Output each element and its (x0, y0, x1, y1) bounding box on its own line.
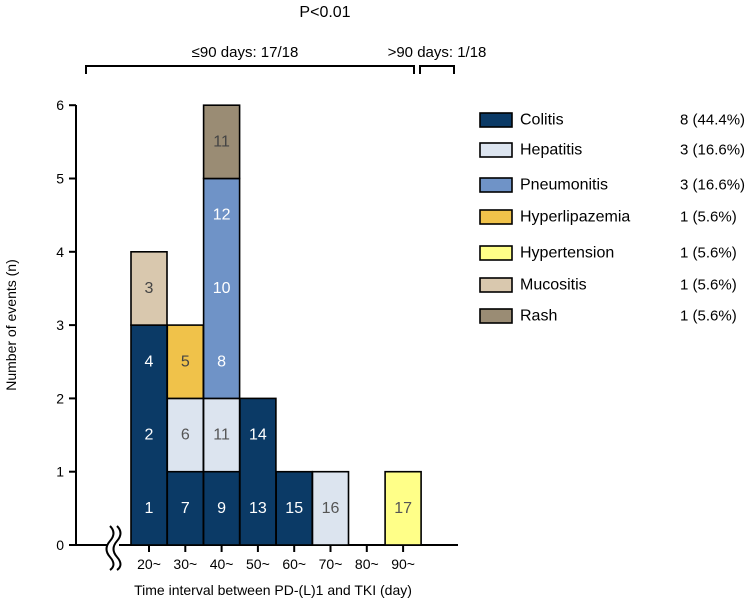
event-label: 5 (181, 353, 190, 370)
legend-swatch (479, 112, 513, 128)
bracket-le90-line (85, 65, 415, 74)
axis-break-left (105, 525, 115, 571)
legend-swatch (479, 245, 513, 261)
bar-segment (384, 470, 422, 546)
legend-count: 8 (44.4%) (680, 112, 745, 129)
x-tick-label: 30~ (173, 556, 197, 572)
bracket-gt90-label: >90 days: 1/18 (388, 44, 487, 61)
legend-swatch (479, 308, 513, 324)
legend-label: Hypertension (520, 245, 614, 262)
event-label: 9 (217, 500, 226, 517)
event-label: 6 (181, 427, 190, 444)
y-axis-label: Number of events (n) (3, 259, 19, 391)
y-tick-label: 4 (56, 244, 64, 260)
period-brackets: ≤90 days: 17/18 >90 days: 1/18 (85, 44, 487, 74)
bracket-gt90-line (419, 65, 455, 74)
x-tick-label: 20~ (137, 556, 161, 572)
event-label: 1 (145, 500, 154, 517)
x-tick-label: 40~ (210, 556, 234, 572)
legend-count: 1 (5.6%) (680, 209, 737, 226)
event-label: 12 (213, 207, 231, 224)
legend-count: 1 (5.6%) (680, 277, 737, 294)
event-label: 11 (213, 133, 230, 150)
event-label: 13 (249, 500, 267, 517)
legend-count: 1 (5.6%) (680, 308, 737, 325)
x-ticks: 20~ 30~ 40~ 50~ 60~ 70~ 80~ 90~ (137, 545, 415, 572)
event-label: 16 (322, 500, 340, 517)
bar-segment (130, 251, 168, 326)
bar-segment (202, 104, 241, 180)
legend-label: Hyperlipazemia (520, 209, 630, 226)
legend-label: Mucositis (520, 277, 587, 294)
y-tick-label: 0 (56, 537, 64, 553)
x-tick-label: 90~ (391, 556, 415, 572)
x-tick-label: 80~ (355, 556, 379, 572)
axis-break-right (112, 525, 122, 571)
bar-segment (275, 470, 314, 546)
legend-count: 3 (16.6%) (680, 142, 745, 159)
event-label: 4 (145, 353, 154, 370)
y-tick-label: 1 (56, 464, 64, 480)
chart-title: P<0.01 (299, 4, 350, 21)
legend-count: 3 (16.6%) (680, 177, 745, 194)
x-tick-label: 50~ (246, 556, 270, 572)
legend-swatch (479, 177, 513, 193)
legend-swatch (479, 209, 513, 225)
bracket-le90-label: ≤90 days: 17/18 (192, 44, 299, 61)
event-label: 3 (145, 280, 154, 297)
legend-label: Rash (520, 308, 557, 325)
legend-label: Hepatitis (520, 142, 582, 159)
event-label: 8 (217, 353, 226, 370)
y-tick-label: 5 (56, 171, 64, 187)
event-label: 10 (213, 280, 231, 297)
x-axis-label: Time interval between PD-(L)1 and TKI (d… (134, 582, 412, 598)
y-tick-label: 6 (56, 97, 64, 113)
event-label: 2 (145, 427, 154, 444)
y-tick-label: 2 (56, 390, 64, 406)
legend-swatch (479, 277, 513, 293)
x-tick-label: 70~ (319, 556, 343, 572)
legend-swatch (479, 142, 513, 158)
bar-segment (239, 397, 277, 546)
x-tick-label: 60~ (282, 556, 306, 572)
event-label: 11 (213, 427, 230, 444)
legend-count: 1 (5.6%) (680, 245, 737, 262)
legend-label: Colitis (520, 112, 564, 129)
y-ticks: 0 1 2 3 4 5 6 (56, 97, 76, 553)
event-label: 17 (394, 500, 412, 517)
event-label: 15 (285, 500, 303, 517)
event-label: 7 (181, 500, 190, 517)
legend-label: Pneumonitis (520, 177, 608, 194)
event-label: 14 (249, 427, 267, 444)
legend: Colitis 8 (44.4%) Hepatitis 3 (16.6%) Pneumo… (479, 112, 745, 325)
y-tick-label: 3 (56, 317, 64, 333)
